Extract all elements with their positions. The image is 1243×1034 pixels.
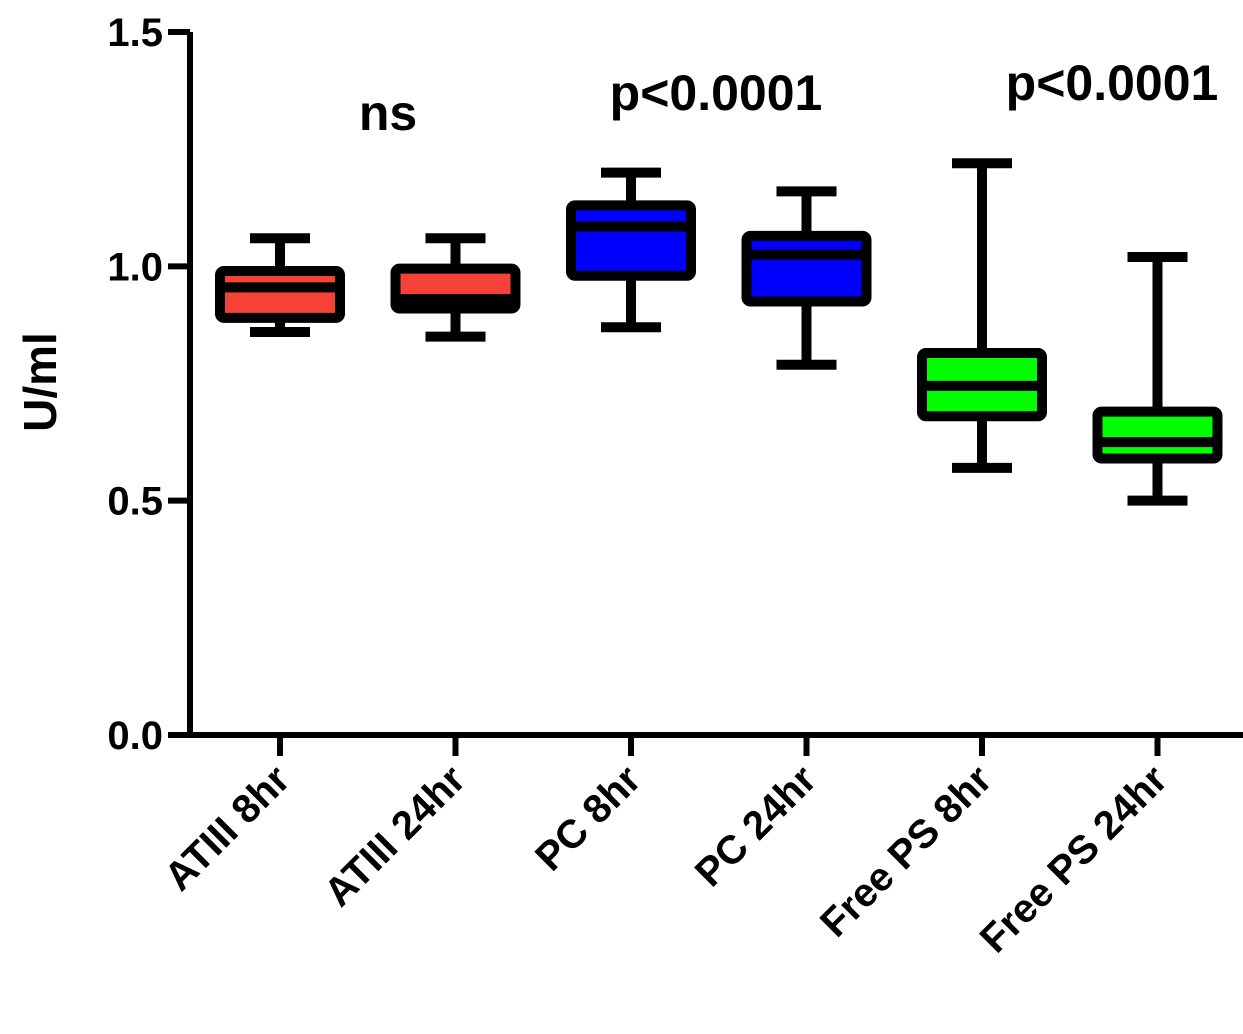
plot-area [215, 158, 1223, 506]
box-group [390, 233, 521, 342]
box-iqr [215, 266, 345, 323]
x-category-label: PC 24hr [687, 757, 825, 895]
box-group [215, 233, 345, 337]
box-group [566, 167, 696, 333]
x-category-label: ATIII 24hr [316, 757, 474, 915]
x-category-label: Free PS 8hr [812, 757, 1000, 945]
box-iqr [741, 230, 872, 307]
annotation-atiii: ns [359, 85, 417, 141]
x-category-label: ATIII 8hr [156, 757, 298, 899]
x-category-label: Free PS 24hr [972, 757, 1176, 961]
y-axis-title: U/ml [14, 332, 66, 432]
annotation-pc: p<0.0001 [610, 65, 823, 121]
box-group [741, 186, 872, 370]
y-tick-label: 1.0 [107, 245, 163, 289]
y-tick-label: 1.5 [107, 11, 163, 55]
box-iqr [566, 200, 696, 281]
box-iqr [1092, 406, 1223, 464]
box-group [1092, 251, 1223, 506]
annotation-free-ps: p<0.0001 [1006, 55, 1219, 111]
y-tick-label: 0.0 [107, 714, 163, 758]
y-tick-label: 0.5 [107, 480, 163, 524]
y-ticks: 0.0 0.5 1.0 1.5 [107, 11, 190, 758]
box-group [917, 158, 1047, 473]
x-category-label: PC 8hr [527, 757, 649, 879]
